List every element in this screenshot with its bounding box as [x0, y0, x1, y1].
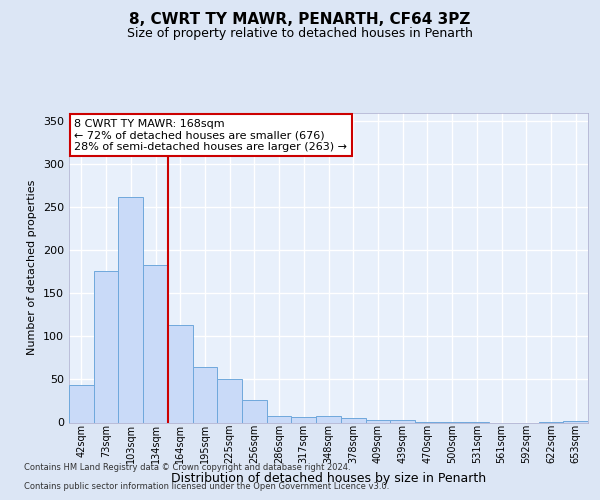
Bar — [390, 420, 415, 422]
Text: Size of property relative to detached houses in Penarth: Size of property relative to detached ho… — [127, 28, 473, 40]
Bar — [267, 416, 292, 422]
Bar — [341, 418, 365, 422]
Bar — [94, 271, 118, 422]
Bar — [118, 197, 143, 422]
Bar — [365, 420, 390, 422]
Text: Contains public sector information licensed under the Open Government Licence v3: Contains public sector information licen… — [24, 482, 389, 491]
Text: 8 CWRT TY MAWR: 168sqm
← 72% of detached houses are smaller (676)
28% of semi-de: 8 CWRT TY MAWR: 168sqm ← 72% of detached… — [74, 118, 347, 152]
Bar — [217, 378, 242, 422]
Bar — [143, 265, 168, 422]
Bar — [316, 416, 341, 422]
Bar — [193, 366, 217, 422]
Bar — [168, 325, 193, 422]
Bar — [563, 421, 588, 422]
Text: 8, CWRT TY MAWR, PENARTH, CF64 3PZ: 8, CWRT TY MAWR, PENARTH, CF64 3PZ — [130, 12, 470, 28]
Y-axis label: Number of detached properties: Number of detached properties — [28, 180, 37, 355]
Text: Contains HM Land Registry data © Crown copyright and database right 2024.: Contains HM Land Registry data © Crown c… — [24, 464, 350, 472]
Bar — [242, 400, 267, 422]
Bar — [292, 418, 316, 422]
X-axis label: Distribution of detached houses by size in Penarth: Distribution of detached houses by size … — [171, 472, 486, 484]
Bar — [69, 384, 94, 422]
